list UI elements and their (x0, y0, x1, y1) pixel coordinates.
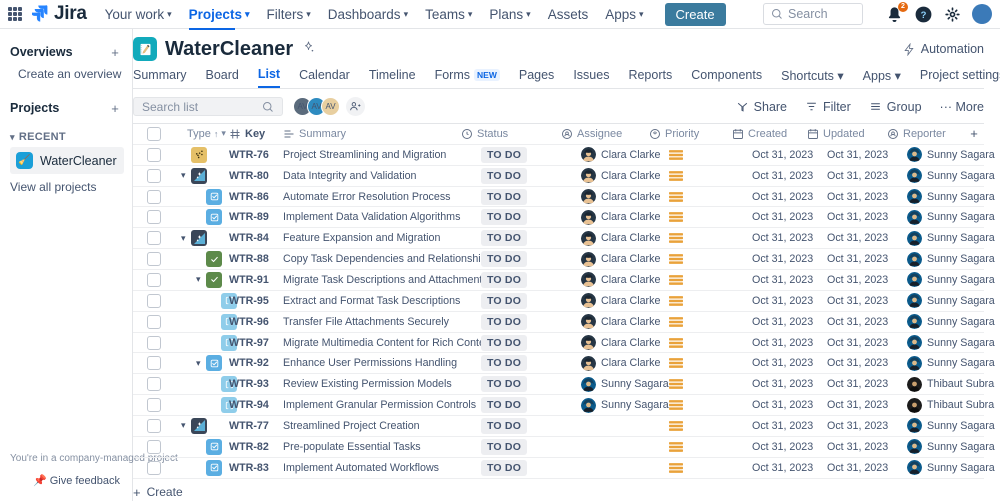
svg-text:?: ? (921, 10, 927, 21)
